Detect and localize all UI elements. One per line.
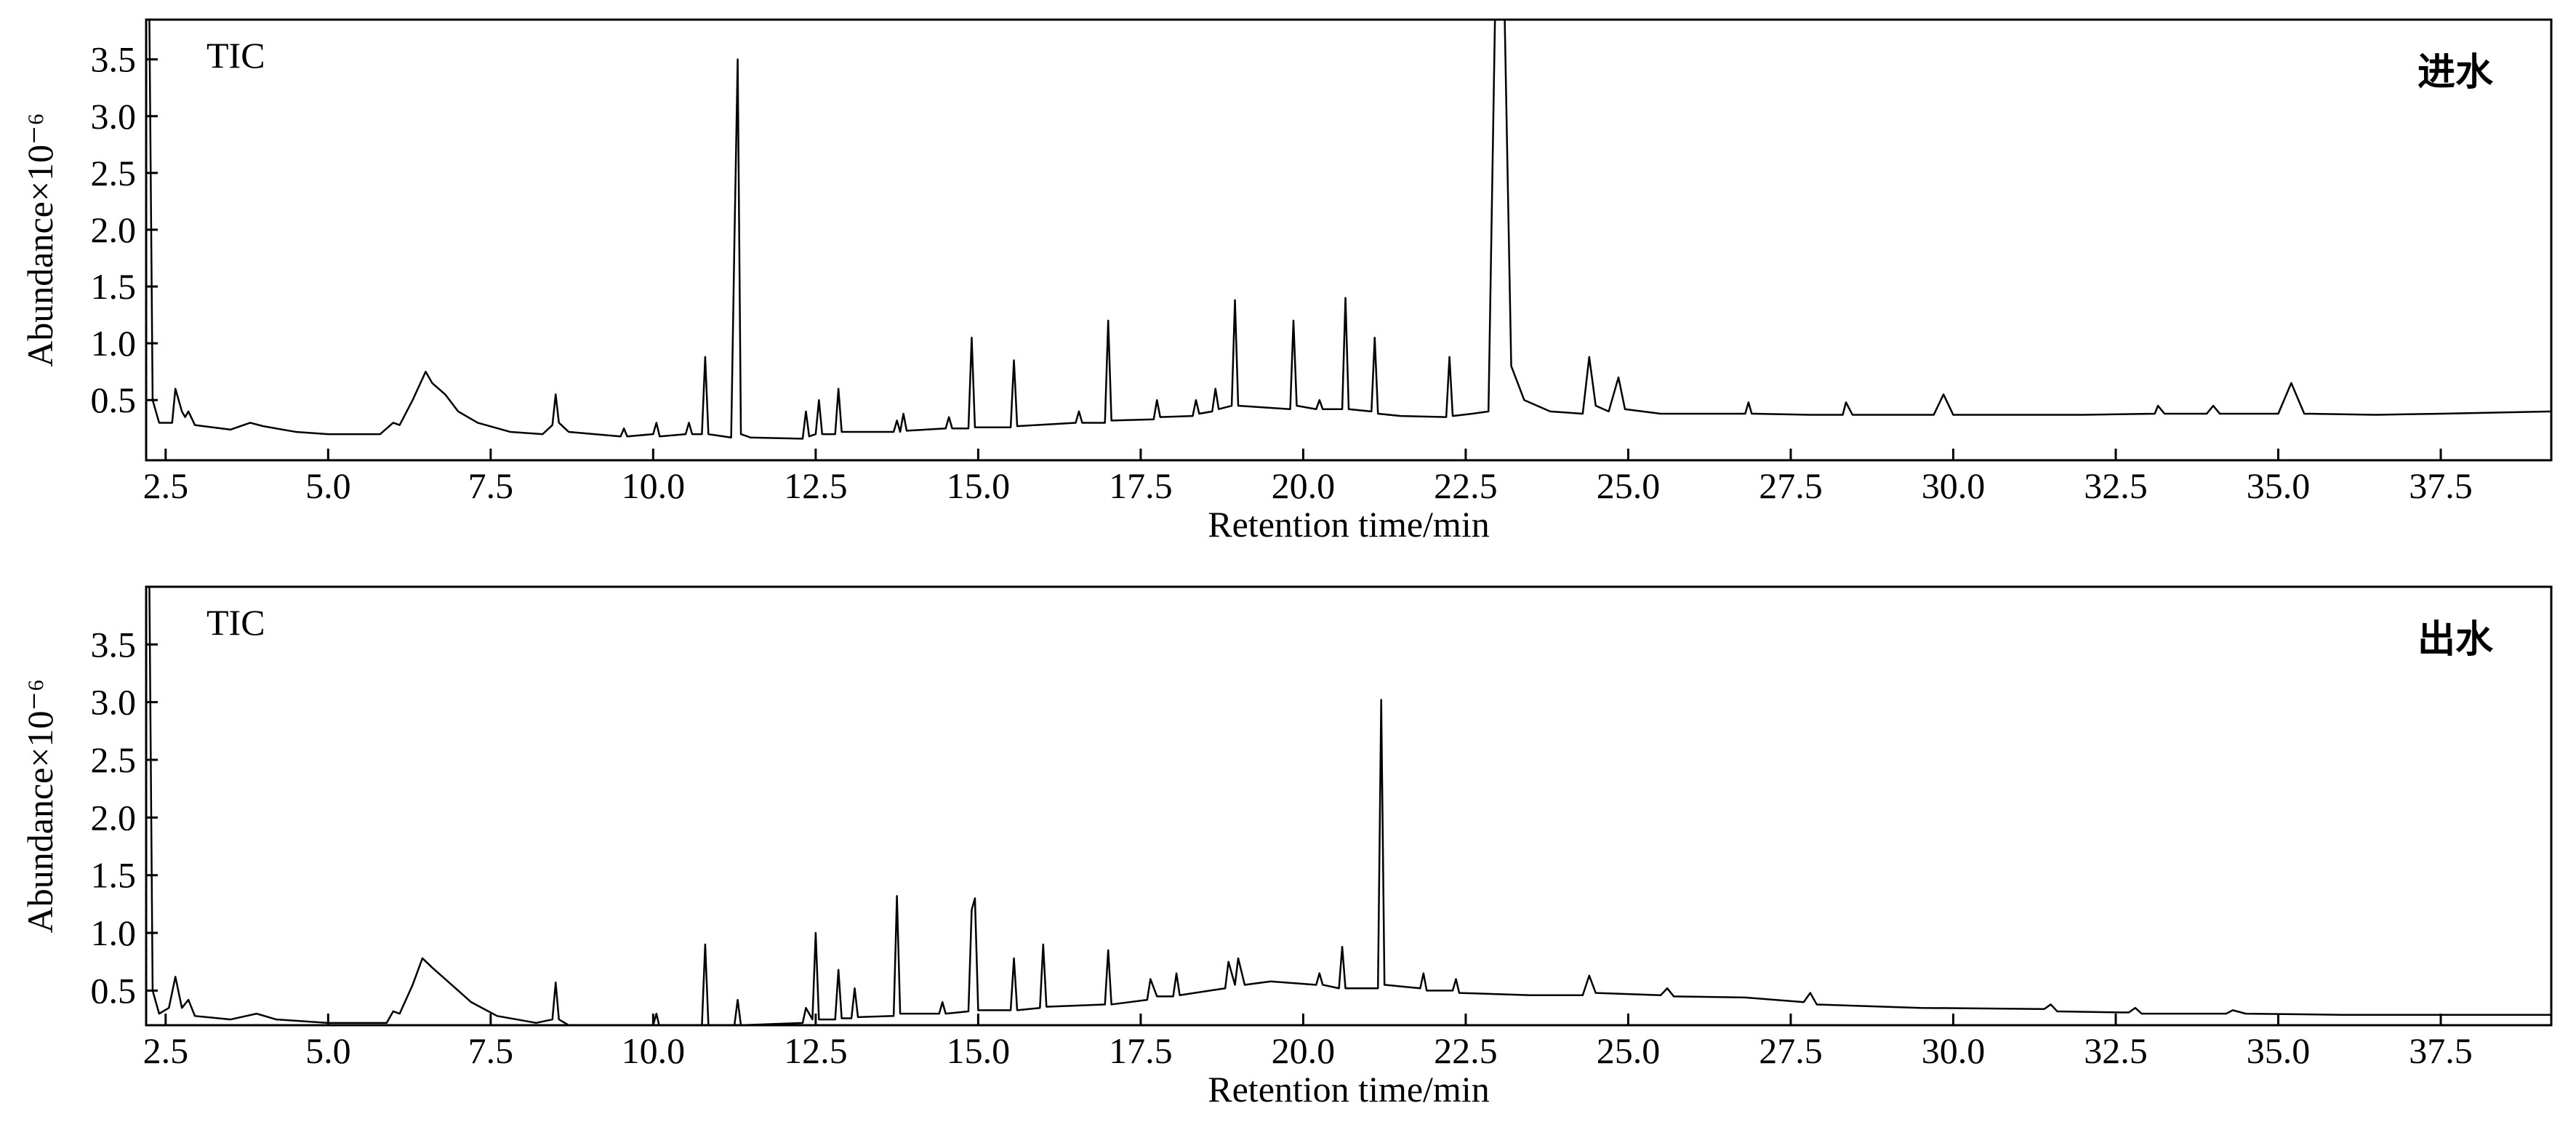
sample-label: 进水 xyxy=(2417,51,2494,95)
chart-panel: 0.5 1.0 1.5 2.0 2.5 3.0 3.5 2.5 5.0 7.5 10.0 12.5 15… xyxy=(20,585,2553,1110)
x-tick-label: 25.0 xyxy=(1597,1030,1661,1071)
y-tick-label: 1.5 xyxy=(91,266,137,307)
x-axis-label: Retention time/min xyxy=(1208,504,1489,545)
x-tick-label: 5.0 xyxy=(305,465,351,506)
x-tick-label: 22.5 xyxy=(1434,1030,1498,1071)
y-tick-label: 3.0 xyxy=(91,96,137,137)
y-tick-label: 3.0 xyxy=(91,682,137,723)
x-tick-label: 37.5 xyxy=(2409,465,2473,506)
x-tick-label: 12.5 xyxy=(784,465,848,506)
x-tick-label: 20.0 xyxy=(1272,465,1336,506)
y-tick-label: 2.5 xyxy=(91,153,137,193)
x-tick-label: 32.5 xyxy=(2084,465,2148,506)
trace-annotation: TIC xyxy=(206,602,265,643)
x-tick-label: 15.0 xyxy=(947,1030,1011,1071)
x-tick-label: 10.0 xyxy=(622,1030,686,1071)
y-tick-label: 0.5 xyxy=(91,380,137,420)
y-axis-label: Abundance×10⁻⁶ xyxy=(20,679,60,934)
trace-annotation: TIC xyxy=(206,35,265,76)
x-tick-label: 22.5 xyxy=(1434,465,1498,506)
x-tick-label: 27.5 xyxy=(1759,465,1823,506)
x-tick-label: 27.5 xyxy=(1759,1030,1823,1071)
x-tick-label: 17.5 xyxy=(1109,465,1173,506)
chromatogram-line xyxy=(148,587,2551,1025)
plot-frame xyxy=(145,18,2553,462)
x-tick-label: 5.0 xyxy=(305,1030,351,1071)
y-tick-label: 2.0 xyxy=(91,797,137,838)
y-tick-label: 1.0 xyxy=(91,323,137,364)
x-tick-label: 10.0 xyxy=(622,465,686,506)
x-tick-label: 7.5 xyxy=(468,1030,514,1071)
x-tick-label: 20.0 xyxy=(1272,1030,1336,1071)
x-tick-label: 30.0 xyxy=(1922,465,1986,506)
plot-frame xyxy=(145,585,2553,1027)
x-tick-label: 12.5 xyxy=(784,1030,848,1071)
x-tick-label: 30.0 xyxy=(1922,1030,1986,1071)
y-tick-label: 3.5 xyxy=(91,39,137,80)
x-tick-label: 32.5 xyxy=(2084,1030,2148,1071)
x-tick-label: 2.5 xyxy=(143,1030,189,1071)
y-tick-label: 0.5 xyxy=(91,970,137,1011)
y-tick-label: 1.0 xyxy=(91,913,137,953)
x-tick-label: 37.5 xyxy=(2409,1030,2473,1071)
chromatogram-line xyxy=(148,20,2551,440)
chart-panel: 0.5 1.0 1.5 2.0 2.5 3.0 3.5 2.5 5.0 7.5 10.0 12.5 15… xyxy=(20,18,2553,545)
y-tick-label: 2.5 xyxy=(91,739,137,780)
x-tick-label: 15.0 xyxy=(947,465,1011,506)
x-tick-label: 7.5 xyxy=(468,465,514,506)
x-tick-label: 25.0 xyxy=(1597,465,1661,506)
x-tick-label: 35.0 xyxy=(2247,1030,2311,1071)
x-tick-label: 17.5 xyxy=(1109,1030,1173,1071)
sample-label: 出水 xyxy=(2417,618,2494,662)
y-axis-label: Abundance×10⁻⁶ xyxy=(20,113,60,367)
x-tick-label: 35.0 xyxy=(2247,465,2311,506)
x-axis-label: Retention time/min xyxy=(1208,1069,1489,1110)
x-tick-label: 2.5 xyxy=(143,465,189,506)
y-tick-label: 3.5 xyxy=(91,624,137,665)
y-tick-label: 2.0 xyxy=(91,209,137,250)
y-tick-label: 1.5 xyxy=(91,855,137,896)
